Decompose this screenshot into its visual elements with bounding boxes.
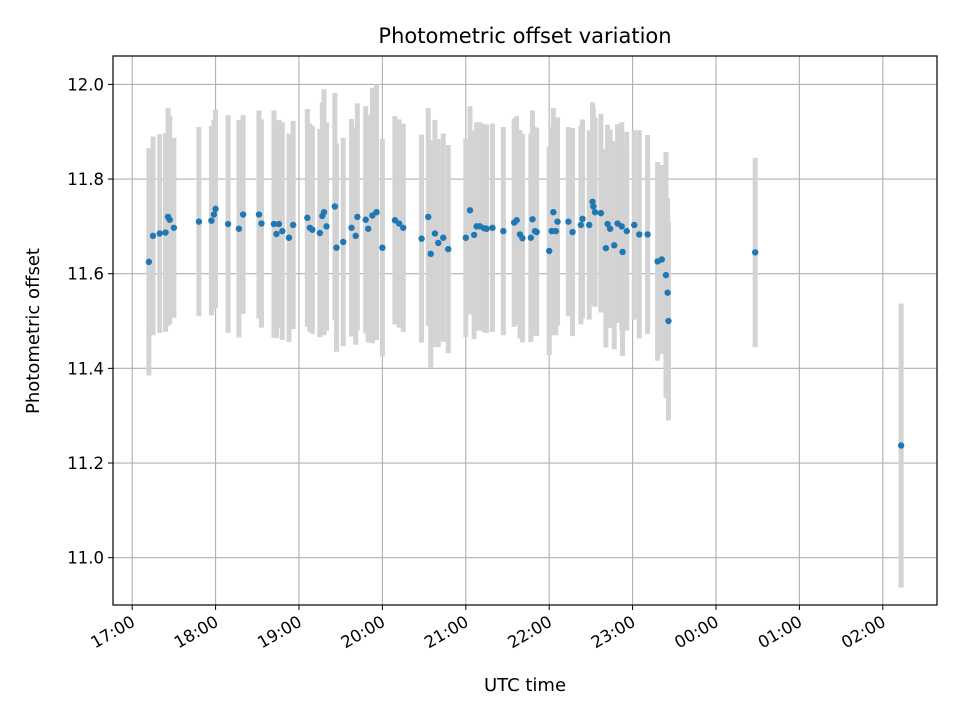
- y-axis-label: Photometric offset: [23, 248, 44, 414]
- data-point: [569, 228, 576, 236]
- data-point: [309, 226, 316, 233]
- y-tick-label: 11.6: [67, 265, 104, 284]
- data-point: [304, 214, 311, 222]
- data-point: [162, 229, 169, 236]
- data-point: [156, 230, 163, 237]
- y-tick-label: 11.4: [67, 359, 104, 378]
- data-point: [352, 232, 359, 240]
- data-point: [362, 216, 369, 223]
- data-point: [545, 247, 553, 255]
- y-axis-ticks: 11.0 11.2 11.4 11.6 11.8 12.0: [67, 75, 113, 568]
- data-point: [195, 218, 203, 225]
- data-point: [208, 217, 215, 224]
- data-points: [145, 198, 905, 449]
- data-point: [145, 258, 153, 266]
- data-point: [331, 203, 339, 210]
- data-point: [239, 211, 247, 218]
- data-point: [270, 220, 278, 228]
- x-axis-label: UTC time: [484, 675, 566, 696]
- data-point: [323, 223, 330, 230]
- data-point: [565, 218, 572, 225]
- data-point: [166, 216, 173, 223]
- data-point: [425, 213, 432, 221]
- data-point: [273, 230, 280, 238]
- data-point: [365, 225, 372, 232]
- data-point: [662, 271, 670, 279]
- data-point: [602, 244, 610, 252]
- data-point: [285, 234, 293, 241]
- data-point: [590, 203, 597, 210]
- data-point: [586, 221, 593, 229]
- data-point: [623, 227, 630, 235]
- data-point: [897, 442, 905, 449]
- data-point: [658, 256, 665, 263]
- data-point: [529, 216, 536, 223]
- data-point: [255, 211, 263, 218]
- data-point: [224, 220, 232, 228]
- data-point: [275, 220, 283, 228]
- data-point: [316, 229, 324, 237]
- data-point: [431, 230, 439, 237]
- data-point: [604, 220, 611, 228]
- data-point: [354, 213, 361, 221]
- data-point: [665, 317, 672, 325]
- data-point: [348, 224, 355, 231]
- data-point: [212, 205, 219, 213]
- data-point: [644, 231, 651, 238]
- data-point: [591, 208, 599, 216]
- data-point: [751, 249, 759, 256]
- plot-area-frame: [112, 55, 938, 606]
- data-point: [400, 224, 407, 231]
- data-point: [611, 242, 618, 249]
- data-point: [631, 221, 638, 229]
- data-point: [435, 239, 442, 247]
- data-point: [636, 231, 643, 238]
- data-point: [552, 227, 560, 235]
- data-point: [470, 231, 478, 239]
- data-point: [427, 250, 434, 258]
- data-point: [149, 232, 157, 240]
- data-point: [550, 208, 557, 216]
- data-point: [320, 208, 328, 216]
- data-point: [489, 224, 496, 231]
- data-point: [519, 235, 526, 242]
- data-point: [379, 244, 386, 251]
- data-point: [577, 221, 585, 229]
- data-point: [333, 244, 340, 251]
- y-tick-label: 11.2: [67, 454, 104, 473]
- data-point: [235, 225, 243, 232]
- data-point: [554, 218, 561, 225]
- y-tick-label: 11.8: [67, 170, 104, 189]
- data-point: [597, 209, 605, 217]
- data-point: [279, 227, 286, 235]
- data-point: [619, 248, 626, 256]
- data-point: [579, 215, 586, 223]
- data-point: [373, 208, 380, 216]
- data-point: [289, 221, 297, 229]
- data-point: [527, 234, 535, 241]
- data-point: [395, 220, 403, 227]
- data-point: [589, 198, 596, 205]
- data-point: [513, 217, 520, 224]
- data-point: [462, 234, 469, 241]
- data-point: [440, 234, 447, 241]
- data-point: [339, 238, 347, 246]
- data-point: [466, 207, 474, 214]
- chart-title: Photometric offset variation: [378, 24, 671, 48]
- data-point: [483, 225, 490, 232]
- data-point: [664, 289, 671, 296]
- data-point: [445, 245, 452, 253]
- data-point: [606, 225, 614, 232]
- data-point: [618, 223, 625, 230]
- data-point: [258, 220, 265, 227]
- y-tick-label: 11.0: [67, 549, 104, 568]
- data-point: [210, 211, 218, 218]
- data-point: [500, 227, 507, 235]
- data-point: [533, 228, 540, 236]
- data-point: [418, 235, 425, 242]
- data-point: [170, 224, 178, 231]
- y-tick-label: 12.0: [67, 75, 104, 94]
